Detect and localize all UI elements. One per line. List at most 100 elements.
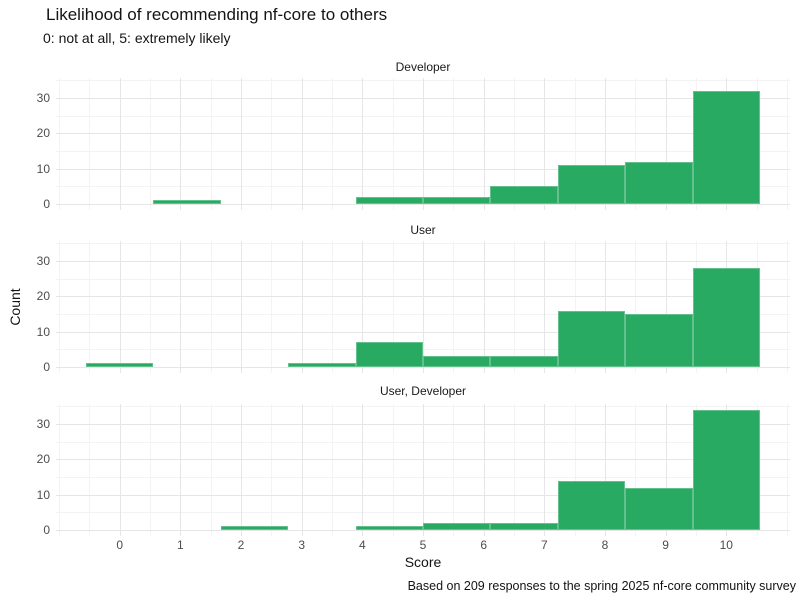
gridline-minor-v [89, 78, 91, 210]
histogram-bar [355, 526, 423, 530]
chart-subtitle: 0: not at all, 5: extremely likely [43, 30, 231, 46]
gridline-major-v [180, 78, 182, 210]
x-tick-label: 7 [540, 538, 548, 552]
gridline-major-v [301, 404, 303, 536]
gridline-minor-v [786, 404, 788, 536]
gridline-minor-v [453, 404, 455, 536]
gridline-minor-v [635, 241, 637, 373]
gridline-major-v [665, 241, 667, 373]
gridline-minor-v [210, 404, 212, 536]
gridline-minor-v [513, 78, 515, 210]
chart-caption: Based on 209 responses to the spring 202… [407, 579, 796, 593]
gridline-minor-v [59, 404, 61, 536]
chart-title: Likelihood of recommending nf-core to ot… [46, 5, 388, 24]
gridline-minor-v [59, 78, 61, 210]
histogram-bar [85, 363, 154, 367]
gridline-major-v [301, 241, 303, 373]
gridline-major-v [241, 241, 243, 373]
y-tick-label: 30 [36, 417, 50, 432]
facet-panel [56, 78, 790, 210]
gridline-major-v [241, 78, 243, 210]
gridline-major-h [56, 331, 790, 333]
x-tick-label: 5 [419, 538, 427, 552]
gridline-minor-v [210, 241, 212, 373]
gridline-major-v [544, 241, 546, 373]
gridline-minor-v [786, 241, 788, 373]
gridline-minor-v [332, 404, 333, 536]
gridline-minor-v [574, 78, 576, 210]
gridline-major-v [423, 241, 424, 373]
x-tick-label: 10 [719, 538, 733, 552]
histogram-bar [423, 356, 491, 367]
histogram-bar [153, 200, 221, 204]
gridline-minor-v [574, 404, 576, 536]
gridline-major-v [604, 241, 606, 373]
gridline-major-v [362, 404, 364, 536]
gridline-major-v [180, 404, 182, 536]
y-tick-label: 30 [36, 91, 50, 106]
gridline-major-v [301, 78, 303, 210]
x-tick-label: 6 [480, 538, 487, 552]
x-tick-label: 4 [358, 538, 366, 552]
gridline-minor-v [453, 241, 455, 373]
gridline-major-v [362, 241, 364, 373]
x-tick-label: 8 [601, 538, 609, 552]
y-tick-label: 20 [36, 289, 50, 304]
gridline-minor-v [635, 78, 637, 210]
gridline-major-h [56, 261, 790, 263]
gridline-minor-v [332, 241, 333, 373]
histogram-bar [692, 268, 760, 367]
y-tick-label: 0 [43, 523, 50, 537]
y-tick-label: 20 [36, 452, 50, 467]
x-tick-label: 2 [237, 538, 245, 552]
histogram-bar [423, 522, 491, 530]
gridline-minor-v [513, 241, 515, 373]
gridline-minor-v [89, 241, 91, 373]
y-tick-label: 0 [43, 197, 50, 211]
histogram-bar [423, 196, 491, 204]
x-tick-label: 9 [662, 538, 669, 552]
histogram-bar [692, 91, 760, 204]
gridline-major-h [56, 204, 790, 205]
gridline-major-v [119, 78, 121, 210]
gridline-major-v [665, 404, 667, 536]
histogram-bar [625, 487, 693, 530]
gridline-minor-v [150, 78, 152, 210]
facet-panel [56, 241, 790, 373]
gridline-minor-v [271, 404, 273, 536]
gridline-minor-v [392, 78, 394, 210]
gridline-major-v [241, 404, 243, 536]
gridline-minor-v [89, 404, 91, 536]
gridline-minor-v [332, 78, 333, 210]
histogram-bar [355, 342, 423, 367]
gridline-minor-v [574, 241, 576, 373]
gridline-major-v [423, 404, 424, 536]
gridline-minor-v [59, 241, 61, 373]
y-tick-label: 10 [36, 324, 50, 339]
histogram-bar [625, 161, 693, 204]
gridline-major-v [604, 78, 606, 210]
facet-strip-label: User, Developer [379, 384, 467, 398]
gridline-minor-v [635, 404, 637, 536]
gridline-major-h [56, 133, 790, 135]
gridline-major-v [544, 78, 546, 210]
histogram-bar [557, 165, 626, 204]
gridline-minor-v [392, 404, 394, 536]
gridline-major-v [119, 404, 121, 536]
gridline-major-h [56, 296, 790, 298]
gridline-major-h [56, 168, 790, 170]
histogram-bar [557, 310, 626, 367]
histogram-bar [557, 480, 626, 530]
x-tick-label: 3 [298, 538, 306, 552]
gridline-minor-v [271, 78, 273, 210]
histogram-bar [490, 356, 558, 367]
histogram-bar [288, 363, 356, 367]
x-axis-title: Score [404, 554, 442, 570]
y-tick-label: 0 [43, 360, 50, 374]
y-tick-label: 20 [36, 126, 50, 141]
gridline-minor-v [150, 404, 152, 536]
facet-strip-label: User [410, 222, 436, 237]
gridline-minor-v [210, 78, 212, 210]
gridline-major-v [483, 404, 485, 536]
gridline-minor-v [453, 78, 455, 210]
